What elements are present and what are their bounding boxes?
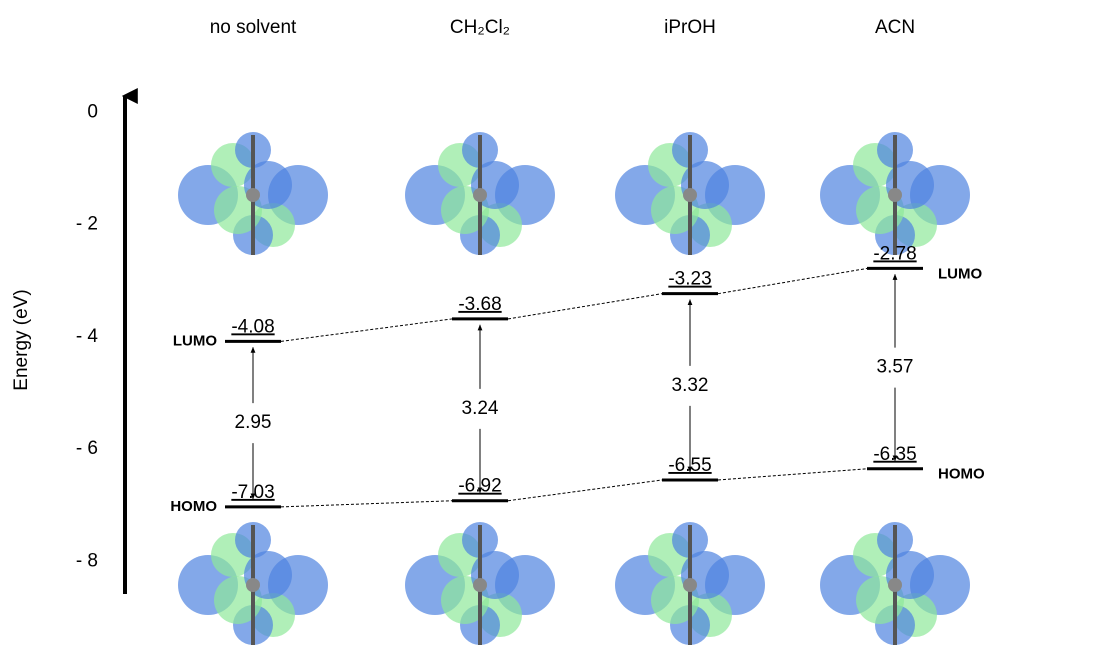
y-axis-label: Energy (eV): [11, 289, 32, 390]
level-label: -2.78: [873, 243, 916, 264]
y-tick-label: - 2: [76, 214, 98, 235]
level-label: -3.23: [668, 269, 711, 290]
level-name: HOMO: [170, 498, 217, 515]
connector: [281, 319, 452, 341]
column-label: ACN: [875, 17, 915, 38]
connector: [508, 294, 662, 319]
atom: [473, 578, 487, 592]
connector: [508, 480, 662, 501]
atom: [683, 188, 697, 202]
molecules: [178, 132, 970, 645]
connector: [718, 268, 867, 293]
chart: Energy (eV) 0 - 2 - 4 - 6 - 8 no solvent CH₂Cl…: [0, 0, 1095, 671]
column-label: no solvent: [210, 17, 297, 38]
gap-label: 3.24: [462, 398, 499, 419]
level-label: -4.08: [231, 316, 274, 337]
atom: [888, 578, 902, 592]
y-tick-label: - 6: [76, 438, 98, 459]
level-label: -3.68: [458, 294, 501, 315]
column-label: iPrOH: [664, 17, 716, 38]
gap-label: 2.95: [235, 412, 272, 433]
column-label: CH₂Cl₂: [450, 17, 510, 38]
y-tick-label: 0: [87, 101, 98, 122]
level-name: HOMO: [938, 466, 985, 483]
atom: [246, 578, 260, 592]
level-name: LUMO: [173, 332, 217, 349]
atom: [473, 188, 487, 202]
gap-label: 3.32: [672, 375, 709, 396]
atom: [888, 188, 902, 202]
connector: [281, 501, 452, 507]
atom: [246, 188, 260, 202]
y-tick-label: - 4: [76, 326, 99, 347]
atom: [683, 578, 697, 592]
connector: [718, 469, 867, 480]
gap-label: 3.57: [877, 357, 914, 378]
y-tick-label: - 8: [76, 550, 98, 571]
level-name: LUMO: [938, 265, 982, 282]
